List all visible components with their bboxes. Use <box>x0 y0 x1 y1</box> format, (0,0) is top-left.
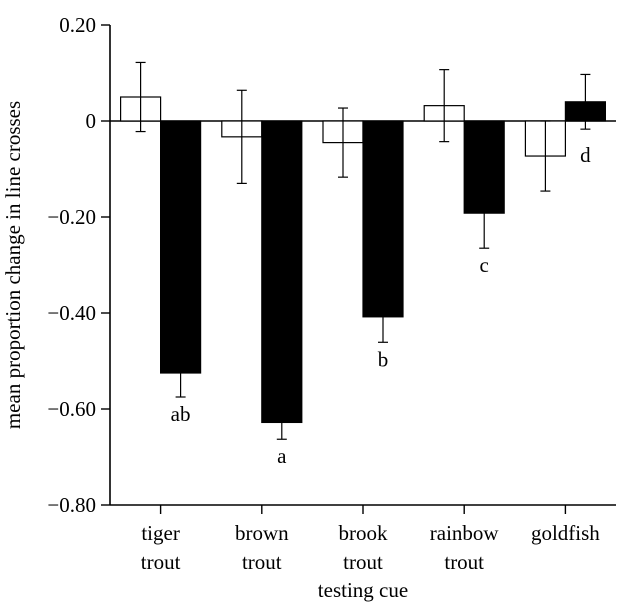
x-tick-label: rainbow trout <box>430 521 500 574</box>
significance-letter: b <box>378 347 389 371</box>
bars <box>119 96 607 424</box>
x-tick-label: brook trout <box>339 521 388 574</box>
significance-letter: c <box>480 253 489 277</box>
x-axis-title: testing cue <box>318 578 408 602</box>
y-tick-label: 0.20 <box>59 13 96 37</box>
significance-letter: d <box>580 143 591 167</box>
y-tick-label: −0.40 <box>47 301 96 325</box>
y-tick-label: −0.80 <box>47 493 96 517</box>
significance-letter: a <box>277 444 287 468</box>
y-tick-label: −0.20 <box>47 205 96 229</box>
y-axis-title: mean proportion change in line crosses <box>1 101 25 429</box>
bar <box>362 120 404 318</box>
error-bar <box>580 73 591 130</box>
x-tick-label: tiger trout <box>141 521 181 574</box>
y-tick-label: −0.60 <box>47 397 96 421</box>
bar <box>160 120 202 374</box>
bar <box>261 120 303 424</box>
error-bar <box>236 89 247 184</box>
error-bar <box>378 290 388 343</box>
x-tick-label: goldfish <box>531 521 600 545</box>
error-bar <box>338 107 348 178</box>
x-ticks: tiger trout brown trout brook trout rainbow tro… <box>141 505 600 574</box>
error-bar <box>175 348 186 398</box>
error-bar <box>540 120 551 192</box>
significance-letter: ab <box>171 402 191 426</box>
error-bars <box>135 61 591 440</box>
error-bar <box>135 61 146 133</box>
y-ticks: 0.20 0 −0.20 −0.40 −0.60 −0.80 <box>47 13 110 517</box>
x-tick-label: brown trout <box>235 521 289 574</box>
error-bar <box>439 69 450 143</box>
error-bar <box>479 177 490 249</box>
y-tick-label: 0 <box>86 109 97 133</box>
error-bar <box>276 405 287 440</box>
